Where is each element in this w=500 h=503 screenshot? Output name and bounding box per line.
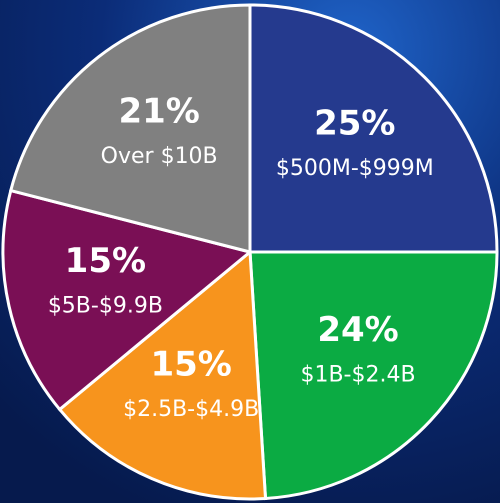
- pie-slice: [248, 3, 499, 254]
- pie-slice: [1, 188, 254, 412]
- slice-value-label: 24%: [317, 310, 398, 350]
- pie: 25% $500M-$999M 24% $1B-$2.4B 15% $2.5B-$4.9B…: [1, 3, 499, 501]
- slice-category-label: $500M-$999M: [276, 156, 434, 181]
- slice-value-label: 15%: [150, 345, 231, 385]
- slice-category-label: $1B-$2.4B: [300, 362, 415, 387]
- slice-value-label: 21%: [118, 91, 199, 131]
- pie-slice: [248, 250, 499, 501]
- pie-slice: [57, 248, 268, 501]
- slice-value-label: 15%: [65, 241, 146, 281]
- slice-category-label: $2.5B-$4.9B: [123, 397, 259, 422]
- slice-category-label: Over $10B: [101, 144, 218, 169]
- pie-slice: [8, 3, 252, 254]
- slice-category-label: $5B-$9.9B: [48, 293, 163, 318]
- slice-value-label: 25%: [314, 104, 395, 144]
